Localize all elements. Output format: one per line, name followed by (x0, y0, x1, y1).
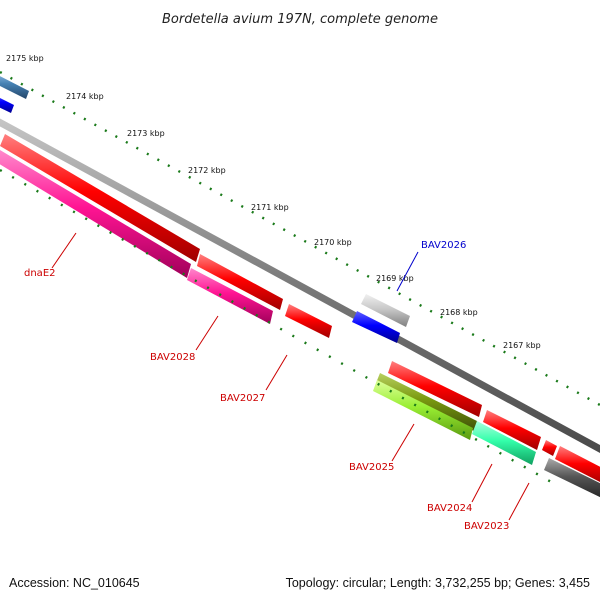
tick-label: 2170 kbp (314, 238, 352, 247)
tick-label: 2168 kbp (440, 308, 478, 317)
outer-tick-dots (0, 70, 600, 407)
gene-label[interactable]: BAV2027 (220, 393, 265, 404)
gene-labels: dnaE2 BAV2028 BAV2027 BAV2026 BAV2025 BA… (24, 240, 509, 532)
feature-red-right1[interactable] (483, 410, 541, 450)
feature-red-mid[interactable] (388, 361, 482, 417)
tick-label: 2175 kbp (6, 54, 44, 63)
genome-backbone (0, 118, 600, 453)
feature-blue-small[interactable] (0, 93, 14, 113)
feature-mint[interactable] (472, 421, 536, 465)
tick-label: 2173 kbp (127, 129, 165, 138)
feature-BAV2026[interactable] (352, 311, 400, 343)
tick-label: 2172 kbp (188, 166, 226, 175)
tick-label: 2167 kbp (503, 341, 541, 350)
feature-dnaE2[interactable] (0, 134, 200, 262)
genome-summary-text: Topology: circular; Length: 3,732,255 bp… (286, 576, 590, 590)
feature-silver[interactable] (361, 294, 410, 327)
gene-label[interactable]: BAV2028 (150, 352, 195, 363)
feature-magenta-2[interactable] (187, 268, 273, 324)
feature-steelblue[interactable] (0, 71, 29, 99)
gene-label[interactable]: dnaE2 (24, 268, 56, 279)
map-title: Bordetella avium 197N, complete genome (162, 12, 438, 27)
gene-label[interactable]: BAV2026 (421, 240, 466, 251)
feature-darkgray[interactable] (544, 458, 600, 500)
feature-red-right2[interactable] (542, 440, 557, 456)
tick-labels: 2175 kbp 2174 kbp 2173 kbp 2172 kbp 2171… (6, 54, 541, 350)
feature-BAV2028-red[interactable] (197, 254, 283, 310)
feature-red-right3[interactable] (555, 446, 600, 485)
feature-BAV2027[interactable] (285, 304, 332, 338)
feature-magenta-long[interactable] (0, 150, 191, 278)
accession-text: Accession: NC_010645 (9, 576, 140, 590)
gene-label[interactable]: BAV2023 (464, 521, 509, 532)
feature-lime[interactable] (373, 380, 473, 440)
tick-label: 2171 kbp (251, 203, 289, 212)
feature-olive[interactable] (376, 373, 477, 431)
gene-label[interactable]: BAV2025 (349, 462, 394, 473)
leader-lines (51, 232, 530, 521)
inner-tick-dots (0, 168, 561, 489)
tick-label: 2174 kbp (66, 92, 104, 101)
forward-strand (0, 71, 410, 327)
tick-label: 2169 kbp (376, 274, 414, 283)
reverse-strand (0, 134, 600, 500)
gene-label[interactable]: BAV2024 (427, 503, 472, 514)
